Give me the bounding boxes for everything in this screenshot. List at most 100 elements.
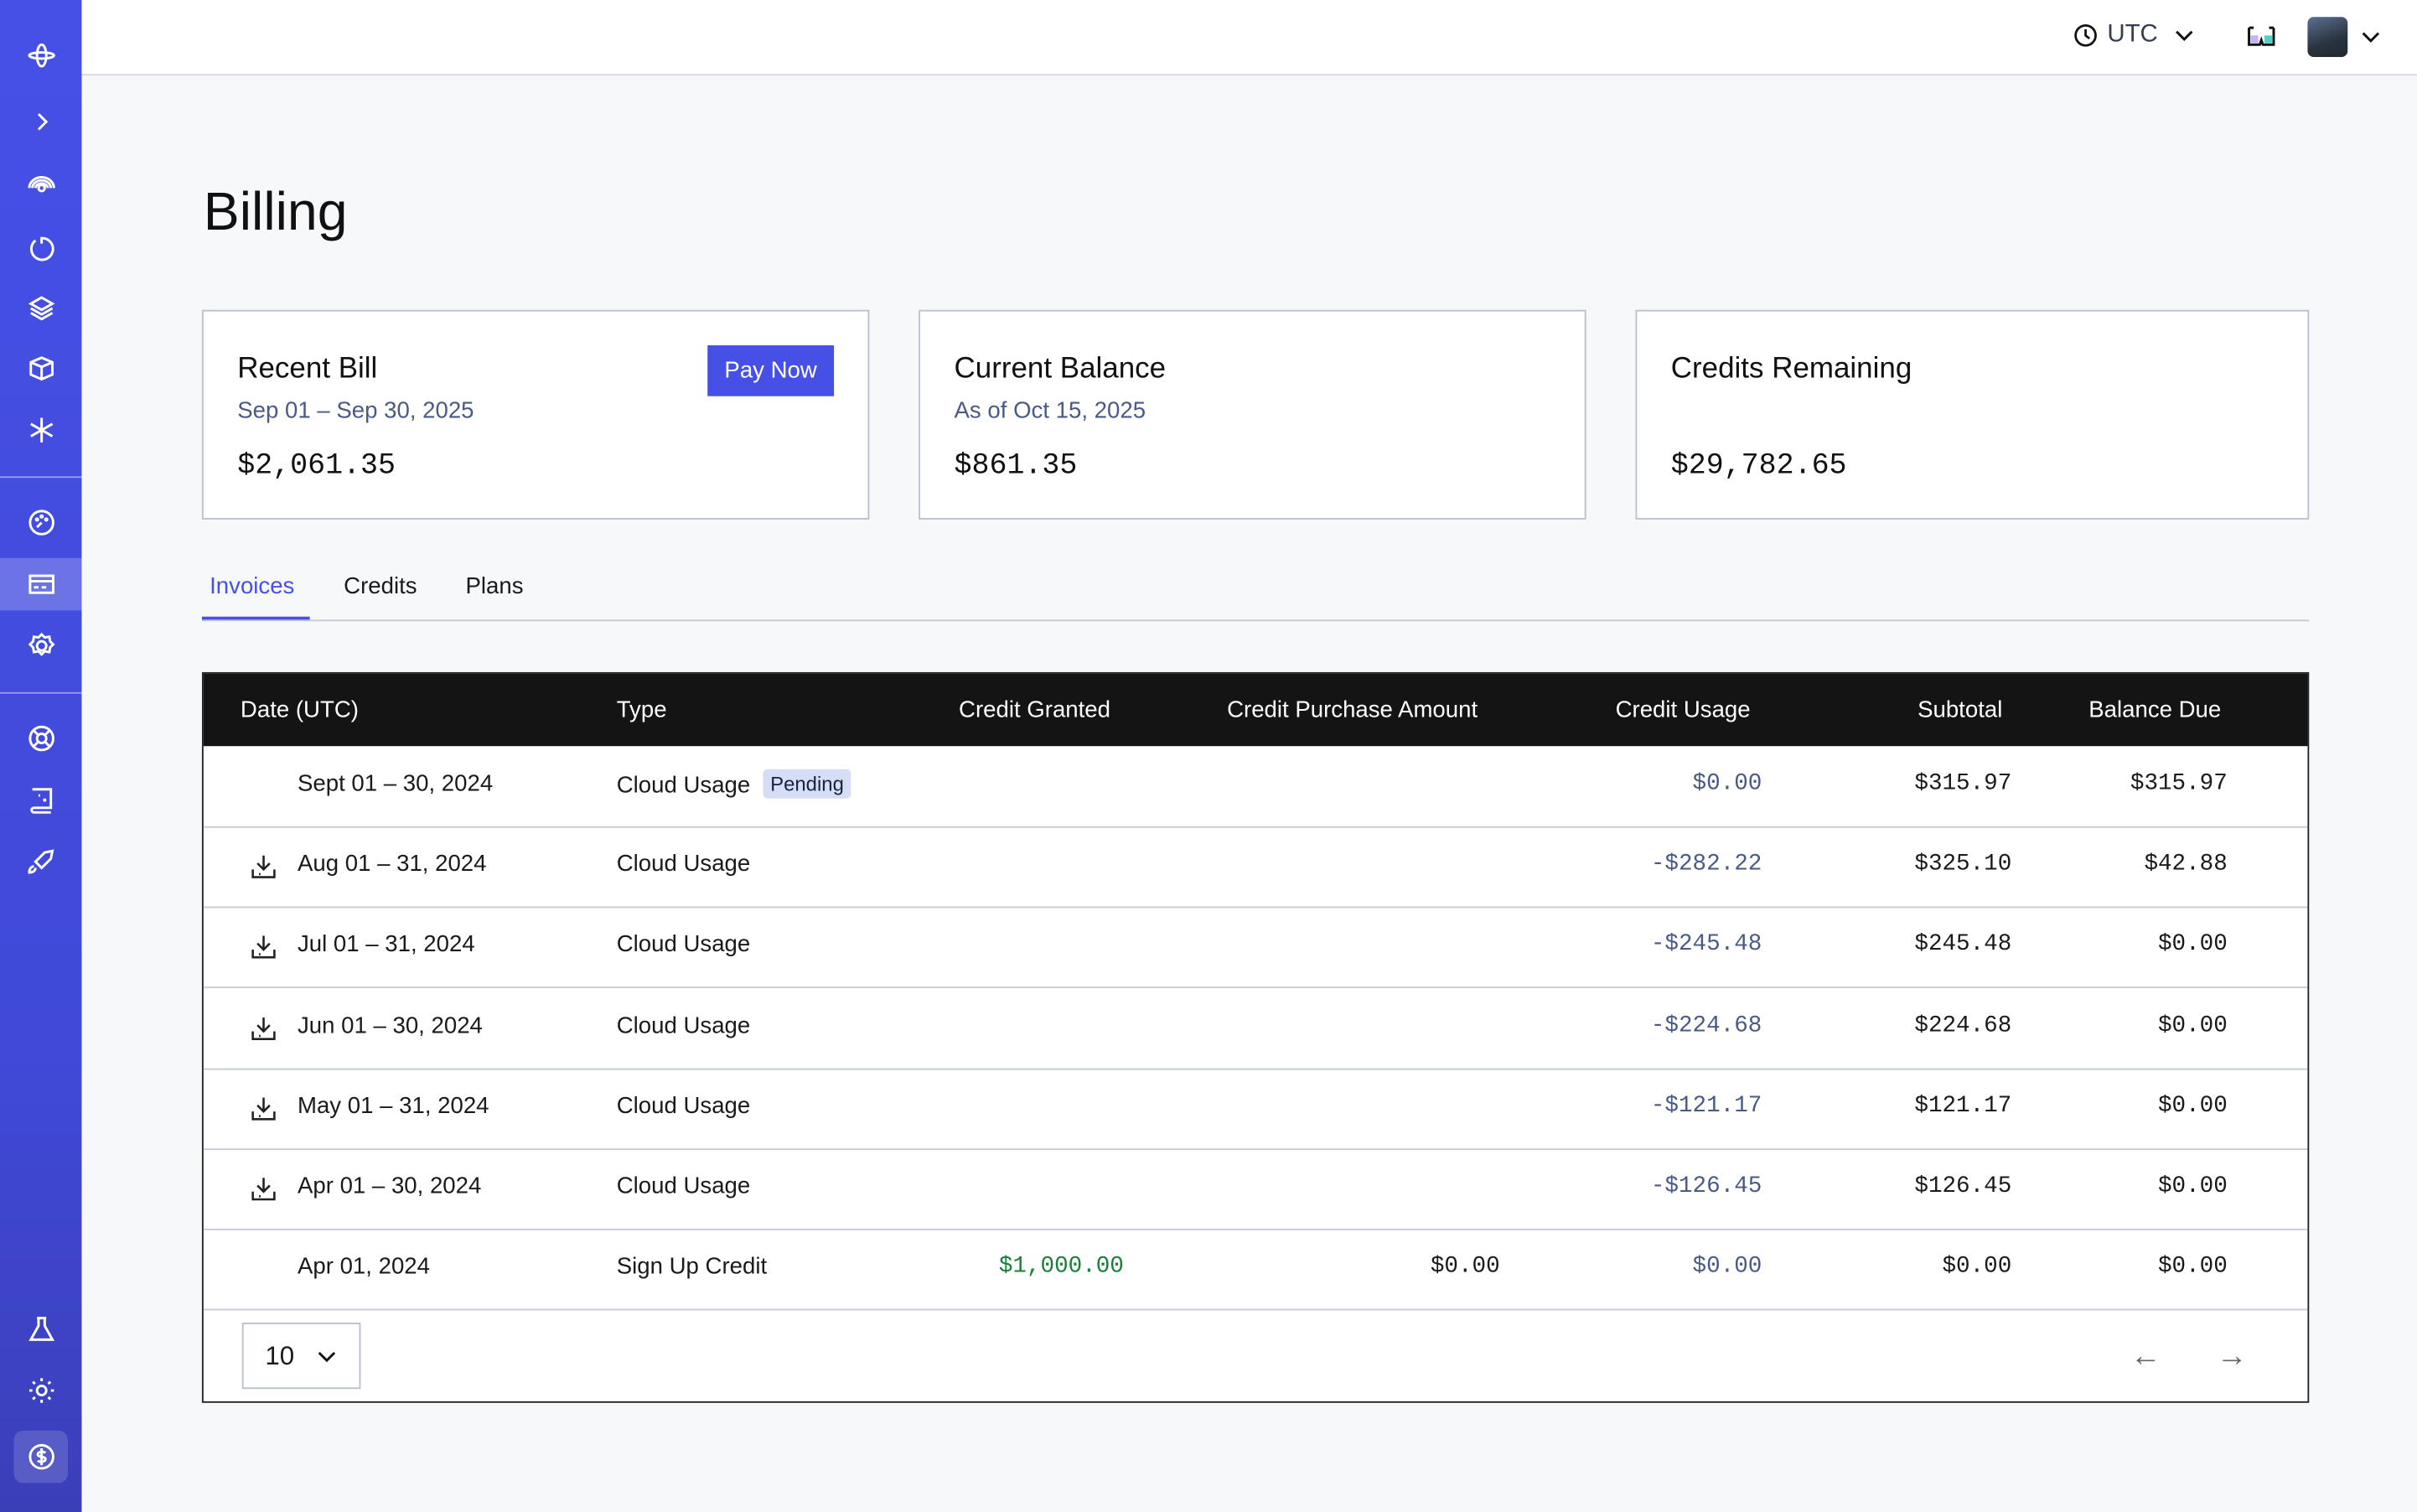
cell-date: May 01 – 31, 2024: [297, 1092, 489, 1119]
sidebar-item-billing[interactable]: [0, 557, 82, 611]
sidebar-item-theme[interactable]: [0, 1364, 81, 1417]
cell-credit-usage: -$121.17: [1650, 1092, 1762, 1119]
header-date: Date (UTC): [240, 696, 359, 723]
cell-credit-granted: $1,000.00: [998, 1253, 1124, 1280]
cell-date: Sept 01 – 30, 2024: [297, 770, 494, 797]
cell-subtotal: $224.68: [1914, 1012, 2012, 1038]
timezone-selector[interactable]: UTC: [2073, 22, 2195, 49]
type-label: Cloud Usage: [616, 931, 751, 958]
cell-subtotal: $0.00: [1942, 1253, 2012, 1280]
type-label: Cloud Usage: [616, 1092, 751, 1119]
download-icon[interactable]: [250, 1014, 277, 1048]
cell-balance-due: $0.00: [2157, 1173, 2228, 1199]
cell-subtotal: $126.45: [1914, 1173, 2012, 1199]
cell-type: Cloud Usage Pending: [617, 769, 852, 800]
avatar[interactable]: [2307, 17, 2348, 58]
cell-credit-usage: $0.00: [1692, 770, 1762, 797]
launch-icon: [27, 849, 54, 874]
cell-balance-due: $0.00: [2157, 1012, 2228, 1038]
cell-type: Cloud Usage: [617, 932, 751, 958]
download-icon[interactable]: [250, 1095, 277, 1128]
cell-subtotal: $315.97: [1914, 770, 2012, 797]
type-label: Cloud Usage: [616, 851, 751, 878]
cell-type: Cloud Usage: [617, 1093, 751, 1119]
cell-balance-due: $0.00: [2157, 1092, 2228, 1119]
download-icon[interactable]: [250, 1175, 277, 1209]
sidebar-item-guide[interactable]: [0, 774, 81, 826]
chevron-down-icon[interactable]: [2360, 26, 2382, 48]
card-subtitle: As of Oct 15, 2025: [954, 397, 1146, 424]
card-subtitle: Sep 01 – Sep 30, 2025: [237, 397, 474, 424]
sidebar-item-layers[interactable]: [0, 282, 81, 335]
radar-icon: [27, 176, 54, 193]
cell-credit-usage: -$224.68: [1650, 1012, 1762, 1038]
topbar: UTC: [81, 0, 2417, 76]
pay-now-button[interactable]: Pay Now: [707, 345, 835, 396]
settings-icon: [27, 632, 54, 656]
download-icon[interactable]: [250, 852, 277, 886]
chevron-down-icon: [318, 1351, 336, 1362]
expand-icon: [37, 113, 48, 131]
header-credit-granted: Credit Granted: [959, 696, 1111, 723]
tab-plans[interactable]: Plans: [465, 573, 524, 600]
current-balance-card: Current Balance As of Oct 15, 2025 $861.…: [919, 309, 1586, 520]
sidebar-item-lab[interactable]: [0, 1302, 81, 1355]
tab-credits[interactable]: Credits: [344, 573, 417, 600]
tabs: Invoices Credits Plans: [201, 558, 2310, 622]
credits-remaining-card: Credits Remaining $29,782.65: [1635, 309, 2310, 520]
theme-icon: [28, 1378, 54, 1403]
table-row: Jun 01 – 30, 2024 Cloud Usage -$224.68 $224…: [203, 987, 2308, 1069]
orbit-icon: [27, 43, 54, 68]
guide-icon: [29, 788, 52, 814]
table-row: May 01 – 31, 2024 Cloud Usage -$121.17 $121…: [203, 1068, 2308, 1150]
sidebar-item-radar[interactable]: [0, 160, 81, 213]
support-icon: [28, 725, 54, 752]
active-tab-indicator: [201, 616, 310, 620]
table-header: Date (UTC) Type Credit Granted Credit Pu…: [203, 673, 2308, 747]
table-row: Apr 01, 2024 Sign Up Credit $1,000.00 $0.00…: [203, 1229, 2308, 1311]
sidebar-item-launch[interactable]: [0, 836, 81, 888]
cell-subtotal: $245.48: [1914, 931, 2012, 958]
cell-date: Jul 01 – 31, 2024: [297, 931, 475, 958]
chevron-down-icon: [2175, 30, 2193, 41]
page-size-value: 10: [265, 1340, 295, 1370]
sidebar-item-history[interactable]: [0, 222, 81, 275]
prev-page-button[interactable]: ←: [2130, 1339, 2161, 1374]
sidebar-item-support[interactable]: [0, 712, 81, 765]
history-icon: [29, 236, 54, 261]
status-badge: Pending: [762, 769, 852, 799]
cell-balance-due: $315.97: [2130, 770, 2228, 797]
table-row: Apr 01 – 30, 2024 Cloud Usage -$126.45 $126…: [203, 1148, 2308, 1230]
asterisk-icon: [29, 417, 53, 443]
cell-date: Apr 01, 2024: [297, 1253, 430, 1280]
next-page-button[interactable]: →: [2216, 1339, 2248, 1374]
download-icon[interactable]: [250, 933, 277, 966]
header-balance-due: Balance Due: [2088, 696, 2222, 723]
billing-icon: [28, 574, 54, 594]
cell-balance-due: $0.00: [2157, 1253, 2228, 1280]
sidebar-item-asterisk[interactable]: [0, 404, 81, 457]
3d-glasses-icon[interactable]: [2246, 24, 2277, 49]
sidebar-item-credits[interactable]: [13, 1430, 68, 1484]
timezone-label: UTC: [2107, 21, 2158, 49]
sidebar-item-expand[interactable]: [0, 96, 81, 148]
table-row: Aug 01 – 31, 2024 Cloud Usage -$282.22 $325…: [203, 826, 2308, 909]
page-title: Billing: [203, 182, 348, 242]
tab-invoices[interactable]: Invoices: [210, 573, 295, 600]
credits-icon: [28, 1443, 54, 1470]
page-size-select[interactable]: 10: [241, 1323, 361, 1390]
sidebar-item-cube[interactable]: [0, 342, 81, 395]
cell-subtotal: $325.10: [1914, 851, 2012, 878]
sidebar-item-settings[interactable]: [0, 619, 81, 672]
header-credit-purchase: Credit Purchase Amount: [1227, 696, 1478, 723]
cell-credit-usage: -$282.22: [1650, 851, 1762, 878]
cell-date: Aug 01 – 31, 2024: [297, 851, 487, 878]
layers-icon: [27, 296, 54, 321]
cell-type: Cloud Usage: [617, 1012, 751, 1038]
header-subtotal: Subtotal: [1918, 696, 2003, 723]
cell-credit-usage: $0.00: [1692, 1253, 1762, 1280]
card-value: $861.35: [954, 448, 1078, 483]
sidebar-item-orbit[interactable]: [0, 29, 81, 82]
sidebar-divider: [0, 691, 82, 694]
sidebar-item-dashboard[interactable]: [0, 496, 81, 549]
